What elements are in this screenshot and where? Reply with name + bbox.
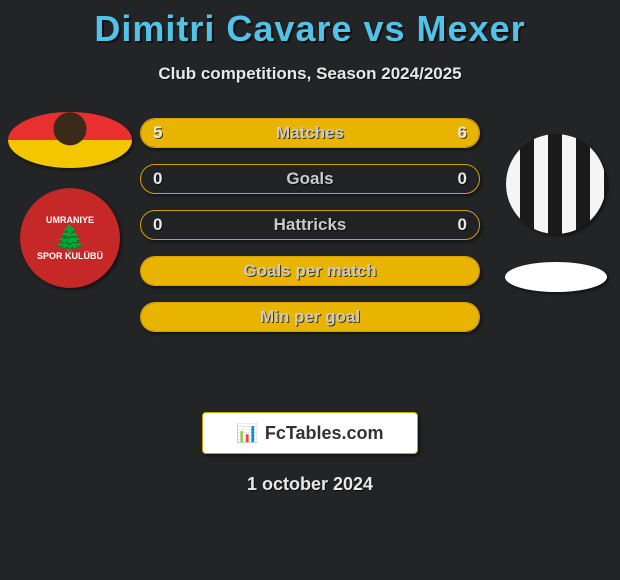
brand-text: FcTables.com <box>265 423 384 444</box>
stat-label: Min per goal <box>141 303 479 331</box>
left-club-crest: UMRANIYE 🌲 SPOR KULÜBÜ <box>20 188 120 288</box>
left-player-avatars: UMRANIYE 🌲 SPOR KULÜBÜ <box>8 104 132 288</box>
stat-value-left: 5 <box>153 119 162 147</box>
stat-label: Matches <box>141 119 479 147</box>
stat-label: Goals <box>141 165 479 193</box>
stat-value-right: 0 <box>458 211 467 239</box>
comparison-panel: UMRANIYE 🌲 SPOR KULÜBÜ Matches56Goals00H… <box>0 104 620 404</box>
brand-badge: 📊 FcTables.com <box>202 412 418 454</box>
page-subtitle: Club competitions, Season 2024/2025 <box>0 64 620 84</box>
tree-icon: 🌲 <box>54 225 86 251</box>
left-player-photo <box>8 112 132 168</box>
chart-icon: 📊 <box>236 423 258 444</box>
stat-value-right: 6 <box>458 119 467 147</box>
crest-text-bottom: SPOR KULÜBÜ <box>37 251 103 261</box>
stat-value-right: 0 <box>458 165 467 193</box>
stat-label: Hattricks <box>141 211 479 239</box>
right-club-crest <box>505 262 607 292</box>
stat-row: Matches5 6 <box>140 118 480 148</box>
right-player-avatars <box>500 134 612 292</box>
stat-value-left: 0 <box>153 165 162 193</box>
stat-label: Goals per match <box>141 257 479 285</box>
right-player-photo <box>506 134 606 234</box>
footer-date: 1 october 2024 <box>0 474 620 495</box>
stat-row: Hattricks0 0 <box>140 210 480 240</box>
stat-row: Goals0 0 <box>140 164 480 194</box>
stat-value-left: 0 <box>153 211 162 239</box>
stat-bars: Matches56Goals00Hattricks00Goals per mat… <box>140 118 480 348</box>
page-title: Dimitri Cavare vs Mexer <box>0 0 620 50</box>
stat-row: Min per goal <box>140 302 480 332</box>
stat-row: Goals per match <box>140 256 480 286</box>
